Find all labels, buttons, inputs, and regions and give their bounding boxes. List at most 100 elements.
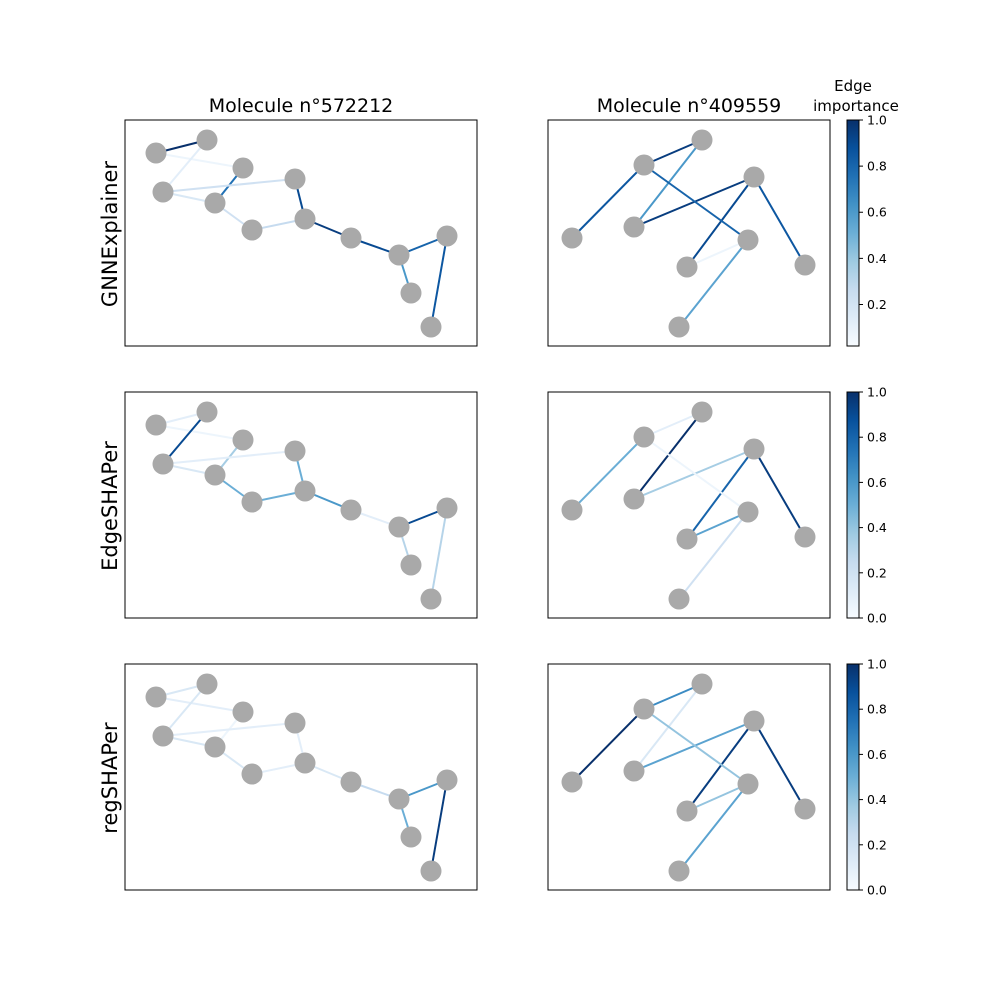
edge-0-2 (155, 152, 244, 169)
colorbar-3: 0.0 0.2 0.4 0.6 0.8 1.0 (846, 657, 887, 898)
edge-4-8 (753, 448, 806, 538)
edge-1-2 (643, 411, 703, 438)
panel-row3-col2 (547, 663, 831, 891)
colorbar-gradient (846, 663, 860, 891)
colorbar-tick-label: 0.6 (867, 475, 887, 490)
atom-node-7 (294, 208, 316, 230)
atom-node-9 (388, 244, 410, 266)
atom-node-4 (204, 464, 226, 486)
edge-1-3 (162, 139, 208, 193)
atom-node-8 (340, 771, 362, 793)
edge-6-7 (678, 783, 749, 872)
atom-node-5 (676, 528, 698, 550)
colorbar-tick-label: 1.0 (867, 657, 887, 672)
edge-1-3 (162, 411, 208, 465)
edge-6-1 (643, 708, 749, 785)
edge-1-3 (162, 683, 208, 737)
edge-5-6 (686, 511, 749, 540)
edge-0-1 (571, 164, 645, 239)
edge-11-12 (430, 507, 448, 600)
atom-node-10 (400, 282, 422, 304)
column-title-1: Molecule n°572212 (209, 95, 394, 117)
colorbar-tick-label: 0.0 (867, 883, 887, 898)
colorbar-tick-label: 0.4 (867, 520, 887, 535)
colorbar-tick-label: 0.4 (867, 251, 887, 266)
colorbar-tick-label: 0.2 (867, 565, 887, 580)
atom-node-7 (294, 752, 316, 774)
edge-0-2 (155, 696, 244, 713)
panel-row2-col1 (124, 391, 478, 619)
panel-frame (124, 663, 478, 891)
atom-node-5 (284, 168, 306, 190)
panel-row1-col1 (124, 119, 478, 347)
atom-node-2 (232, 701, 254, 723)
atom-node-0 (145, 414, 167, 436)
edge-1-2 (643, 683, 703, 710)
atom-node-6 (241, 219, 263, 241)
edge-5-6 (686, 783, 749, 812)
panel-row3-col1 (124, 663, 478, 891)
atom-node-11 (436, 769, 458, 791)
atom-node-11 (436, 497, 458, 519)
atom-node-6 (737, 773, 759, 795)
colorbar-tick-label: 0.8 (867, 159, 887, 174)
edge-4-8 (753, 176, 806, 266)
colorbar-tick-label: 0.0 (867, 611, 887, 626)
atom-node-0 (561, 499, 583, 521)
atom-node-2 (232, 429, 254, 451)
atom-node-4 (743, 166, 765, 188)
edge-4-5 (686, 176, 755, 268)
atom-node-1 (196, 673, 218, 695)
atom-node-1 (633, 154, 655, 176)
atom-node-5 (676, 800, 698, 822)
atom-node-0 (145, 142, 167, 164)
edge-4-5 (686, 448, 755, 540)
colorbar-tick-label: 1.0 (867, 385, 887, 400)
atom-node-5 (676, 256, 698, 278)
colorbar-title-line1: Edge (834, 77, 872, 95)
panel-frame (547, 391, 831, 619)
atom-node-7 (294, 480, 316, 502)
atom-node-4 (743, 438, 765, 460)
atom-node-2 (232, 157, 254, 179)
atom-node-2 (691, 673, 713, 695)
colorbar-tick-label: 0.2 (867, 297, 887, 312)
row-label-regshaper: regSHAPer (98, 722, 122, 834)
edge-0-1 (571, 708, 645, 783)
row-label-gnnexplainer: GNNExplainer (98, 161, 122, 307)
edge-1-2 (643, 139, 703, 166)
atom-node-3 (623, 216, 645, 238)
atom-node-1 (196, 401, 218, 423)
edge-6-7 (678, 239, 749, 328)
atom-node-6 (241, 763, 263, 785)
atom-node-4 (204, 192, 226, 214)
atom-node-12 (420, 588, 442, 610)
edge-4-8 (753, 720, 806, 810)
column-title-2: Molecule n°409559 (597, 95, 782, 117)
atom-node-10 (400, 554, 422, 576)
colorbar-tick-label: 0.2 (867, 837, 887, 852)
atom-node-8 (340, 499, 362, 521)
edge-0-2 (155, 424, 244, 441)
colorbar-tick-label: 0.8 (867, 430, 887, 445)
atom-node-7 (668, 860, 690, 882)
atom-node-0 (561, 771, 583, 793)
atom-node-5 (284, 440, 306, 462)
colorbar-tick-label: 1.0 (867, 113, 887, 128)
atom-node-9 (388, 516, 410, 538)
atom-node-5 (284, 712, 306, 734)
atom-node-0 (561, 227, 583, 249)
atom-node-7 (668, 588, 690, 610)
atom-node-6 (737, 229, 759, 251)
edge-11-12 (430, 779, 448, 872)
atom-node-3 (152, 725, 174, 747)
atom-node-2 (691, 401, 713, 423)
panel-frame (124, 391, 478, 619)
atom-node-4 (743, 710, 765, 732)
colorbar-1: 0.2 0.4 0.6 0.8 1.0 (846, 113, 887, 347)
edge-6-1 (643, 164, 749, 241)
atom-node-10 (400, 826, 422, 848)
atom-node-1 (633, 698, 655, 720)
panel-frame (547, 663, 831, 891)
colorbar-gradient (846, 119, 860, 347)
